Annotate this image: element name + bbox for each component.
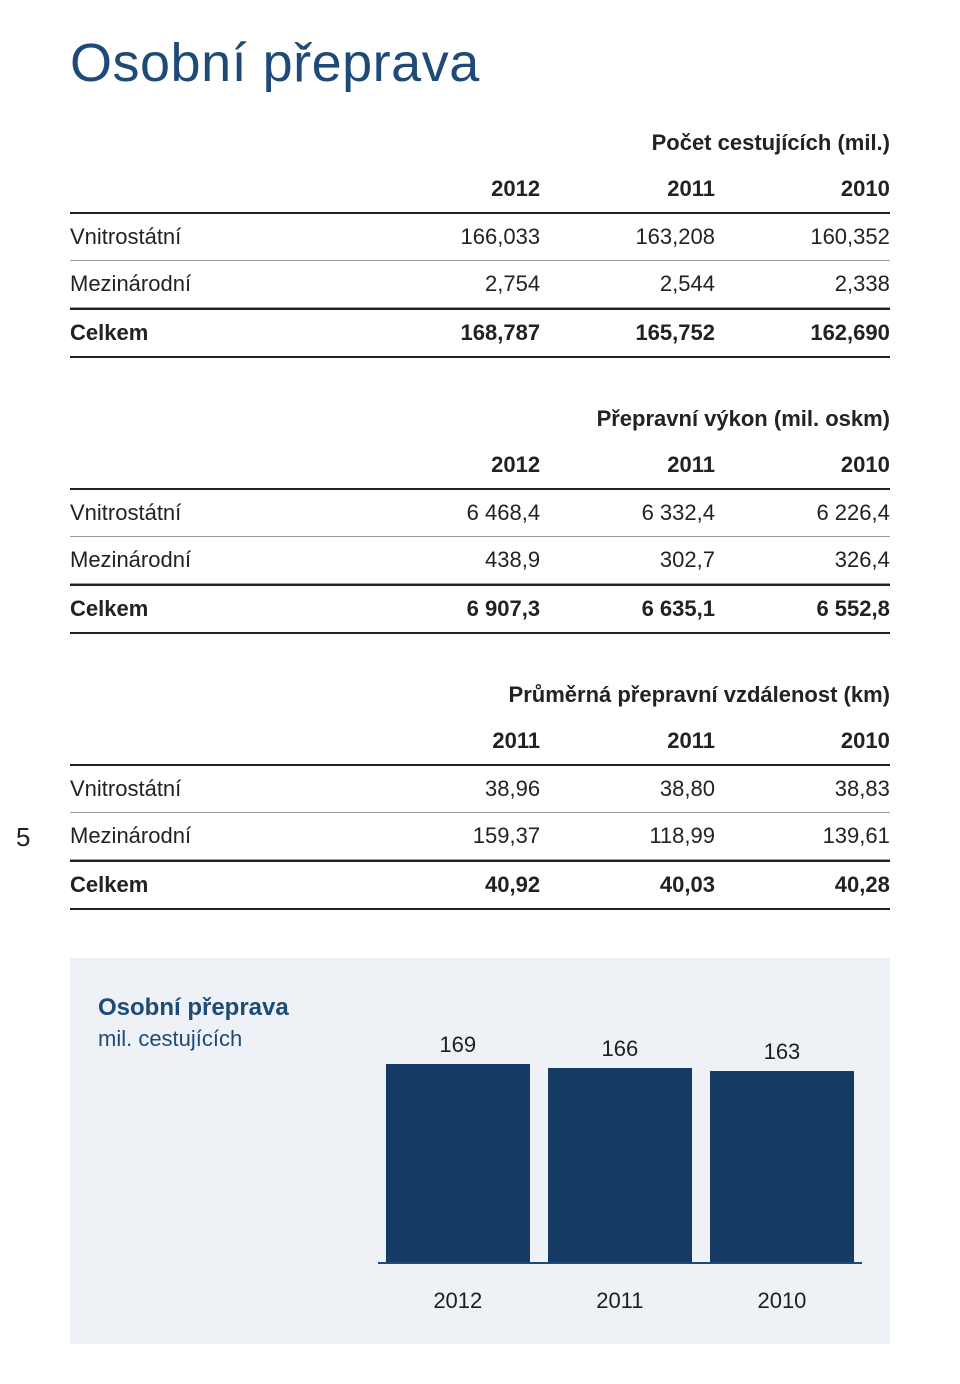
row-cell: 38,96	[365, 766, 540, 812]
row-label: Vnitrostátní	[70, 214, 365, 260]
chart-caption-block: Osobní přeprava mil. cestujících	[98, 994, 358, 1314]
chart-plot-area: 169 166 163 2012 2011 2010	[378, 994, 862, 1314]
total-cell: 6 635,1	[540, 586, 715, 632]
total-label: Celkem	[70, 586, 365, 632]
table-total-row: Celkem 6 907,3 6 635,1 6 552,8	[70, 584, 890, 634]
bar	[548, 1068, 692, 1262]
row-cell: 166,033	[365, 214, 540, 260]
row-cell: 326,4	[715, 537, 890, 583]
row-cell: 38,83	[715, 766, 890, 812]
table-total-row: Celkem 40,92 40,03 40,28	[70, 860, 890, 910]
table-col-0: 2011	[365, 718, 540, 764]
table-caption: Průměrná přepravní vzdálenost (km)	[70, 682, 890, 718]
table-prepravni-vykon: Přepravní výkon (mil. oskm) 2012 2011 20…	[70, 406, 890, 634]
row-cell: 160,352	[715, 214, 890, 260]
row-label: Vnitrostátní	[70, 766, 365, 812]
total-cell: 6 907,3	[365, 586, 540, 632]
row-cell: 6 468,4	[365, 490, 540, 536]
row-cell: 163,208	[540, 214, 715, 260]
table-header-empty	[70, 728, 365, 748]
row-cell: 302,7	[540, 537, 715, 583]
row-cell: 2,544	[540, 261, 715, 307]
row-label: Mezinárodní	[70, 537, 365, 583]
row-label: Mezinárodní	[70, 261, 365, 307]
total-cell: 162,690	[715, 310, 890, 356]
table-caption: Počet cestujících (mil.)	[70, 130, 890, 166]
table-row: Mezinárodní 2,754 2,544 2,338	[70, 261, 890, 308]
bar	[386, 1064, 530, 1262]
table-row: Vnitrostátní 38,96 38,80 38,83	[70, 766, 890, 813]
table-header-row: 2012 2011 2010	[70, 166, 890, 214]
total-cell: 40,28	[715, 862, 890, 908]
table-total-row: Celkem 168,787 165,752 162,690	[70, 308, 890, 358]
bar-axis-label: 2010	[710, 1288, 854, 1314]
table-col-1: 2011	[540, 166, 715, 212]
row-label: Mezinárodní	[70, 813, 365, 859]
table-row: Vnitrostátní 6 468,4 6 332,4 6 226,4	[70, 490, 890, 537]
bar-value-label: 166	[602, 1036, 639, 1062]
table-col-0: 2012	[365, 166, 540, 212]
total-cell: 6 552,8	[715, 586, 890, 632]
table-col-1: 2011	[540, 718, 715, 764]
bar-axis-label: 2012	[386, 1288, 530, 1314]
table-col-1: 2011	[540, 442, 715, 488]
row-cell: 438,9	[365, 537, 540, 583]
table-col-2: 2010	[715, 166, 890, 212]
row-cell: 6 226,4	[715, 490, 890, 536]
bar-axis-label: 2011	[548, 1288, 692, 1314]
table-header-empty	[70, 452, 365, 472]
row-cell: 118,99	[540, 813, 715, 859]
table-row: Vnitrostátní 166,033 163,208 160,352	[70, 214, 890, 261]
row-cell: 139,61	[715, 813, 890, 859]
bars-axis: 2012 2011 2010	[378, 1288, 862, 1314]
row-label: Vnitrostátní	[70, 490, 365, 536]
bar-chart-panel: Osobní přeprava mil. cestujících 1691661…	[70, 958, 890, 1344]
table-caption: Přepravní výkon (mil. oskm)	[70, 406, 890, 442]
page-number: 5	[16, 822, 30, 853]
row-cell: 159,37	[365, 813, 540, 859]
row-cell: 2,754	[365, 261, 540, 307]
table-header-row: 2012 2011 2010	[70, 442, 890, 490]
table-col-2: 2010	[715, 718, 890, 764]
total-cell: 165,752	[540, 310, 715, 356]
table-row: Mezinárodní 438,9 302,7 326,4	[70, 537, 890, 584]
total-label: Celkem	[70, 862, 365, 908]
table-prumerna-vzdalenost: Průměrná přepravní vzdálenost (km) 2011 …	[70, 682, 890, 910]
row-cell: 6 332,4	[540, 490, 715, 536]
total-cell: 40,92	[365, 862, 540, 908]
total-cell: 168,787	[365, 310, 540, 356]
total-label: Celkem	[70, 310, 365, 356]
page-title: Osobní přeprava	[70, 32, 890, 94]
bar-column: 163	[710, 994, 854, 1262]
bars-container: 169 166 163	[378, 994, 862, 1264]
bar-value-label: 169	[439, 1032, 476, 1058]
bar-column: 169	[386, 994, 530, 1262]
bar	[710, 1071, 854, 1262]
table-header-row: 2011 2011 2010	[70, 718, 890, 766]
table-row: Mezinárodní 159,37 118,99 139,61	[70, 813, 890, 860]
table-pocet-cestujicich: Počet cestujících (mil.) 2012 2011 2010 …	[70, 130, 890, 358]
chart-title: Osobní přeprava	[98, 994, 358, 1022]
bar-value-label: 163	[764, 1039, 801, 1065]
row-cell: 2,338	[715, 261, 890, 307]
row-cell: 38,80	[540, 766, 715, 812]
table-header-empty	[70, 176, 365, 196]
table-col-0: 2012	[365, 442, 540, 488]
table-col-2: 2010	[715, 442, 890, 488]
chart-subtitle: mil. cestujících	[98, 1026, 358, 1052]
total-cell: 40,03	[540, 862, 715, 908]
bar-column: 166	[548, 994, 692, 1262]
